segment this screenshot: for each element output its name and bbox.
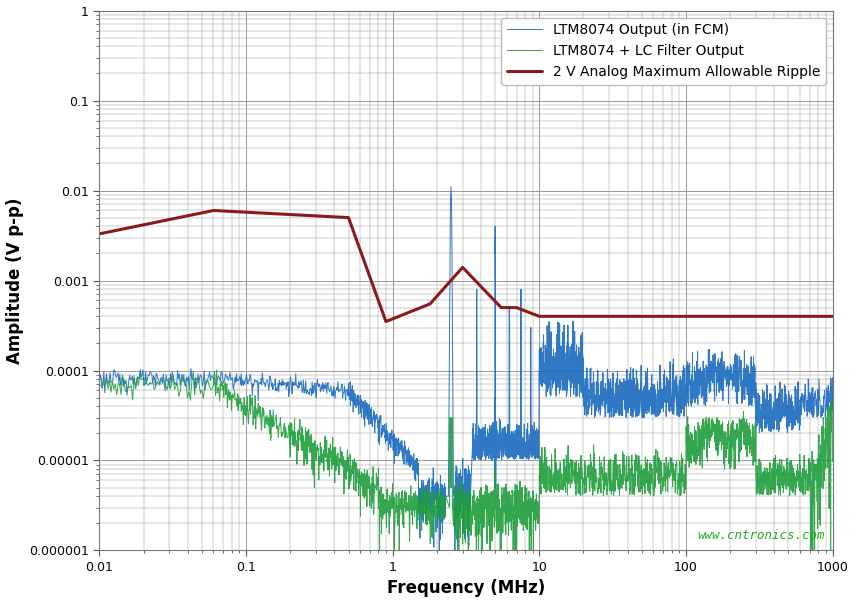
Y-axis label: Amplitude (V p-p): Amplitude (V p-p) bbox=[6, 197, 24, 364]
LTM8074 Output (in FCM) bbox=[445, 183, 456, 191]
LTM8074 Output (in FCM) bbox=[827, 374, 837, 381]
LTM8074 Output (in FCM) bbox=[416, 477, 426, 484]
LTM8074 + LC Filter Output bbox=[94, 382, 104, 389]
2 V Analog Maximum Allowable Ripple bbox=[343, 214, 353, 221]
2 V Analog Maximum Allowable Ripple bbox=[496, 304, 506, 311]
LTM8074 Output (in FCM) bbox=[94, 381, 104, 388]
LTM8074 + LC Filter Output bbox=[420, 508, 430, 516]
2 V Analog Maximum Allowable Ripple bbox=[94, 230, 104, 238]
LTM8074 Output (in FCM) bbox=[326, 390, 336, 397]
LTM8074 + LC Filter Output bbox=[175, 388, 185, 395]
LTM8074 + LC Filter Output bbox=[462, 531, 473, 538]
LTM8074 + LC Filter Output bbox=[331, 463, 341, 470]
LTM8074 Output (in FCM) bbox=[686, 386, 696, 393]
LTM8074 Output (in FCM) bbox=[500, 430, 510, 437]
2 V Analog Maximum Allowable Ripple bbox=[457, 264, 467, 271]
LTM8074 + LC Filter Output bbox=[827, 458, 837, 465]
Line: 2 V Analog Maximum Allowable Ripple: 2 V Analog Maximum Allowable Ripple bbox=[99, 210, 832, 321]
Line: LTM8074 + LC Filter Output: LTM8074 + LC Filter Output bbox=[99, 370, 832, 603]
2 V Analog Maximum Allowable Ripple bbox=[208, 207, 218, 214]
LTM8074 Output (in FCM) bbox=[433, 564, 444, 571]
Legend: LTM8074 Output (in FCM), LTM8074 + LC Filter Output, 2 V Analog Maximum Allowabl: LTM8074 Output (in FCM), LTM8074 + LC Fi… bbox=[501, 17, 825, 84]
LTM8074 + LC Filter Output bbox=[471, 554, 481, 561]
Text: www.cntronics.com: www.cntronics.com bbox=[697, 529, 824, 542]
LTM8074 Output (in FCM) bbox=[287, 390, 297, 397]
2 V Analog Maximum Allowable Ripple bbox=[425, 300, 435, 308]
LTM8074 Output (in FCM) bbox=[415, 487, 426, 494]
LTM8074 + LC Filter Output bbox=[212, 367, 222, 374]
2 V Analog Maximum Allowable Ripple bbox=[380, 318, 391, 325]
X-axis label: Frequency (MHz): Frequency (MHz) bbox=[386, 579, 544, 598]
Line: LTM8074 Output (in FCM): LTM8074 Output (in FCM) bbox=[99, 187, 832, 567]
2 V Analog Maximum Allowable Ripple bbox=[827, 313, 837, 320]
2 V Analog Maximum Allowable Ripple bbox=[533, 313, 543, 320]
2 V Analog Maximum Allowable Ripple bbox=[511, 304, 521, 311]
LTM8074 + LC Filter Output bbox=[395, 495, 405, 502]
